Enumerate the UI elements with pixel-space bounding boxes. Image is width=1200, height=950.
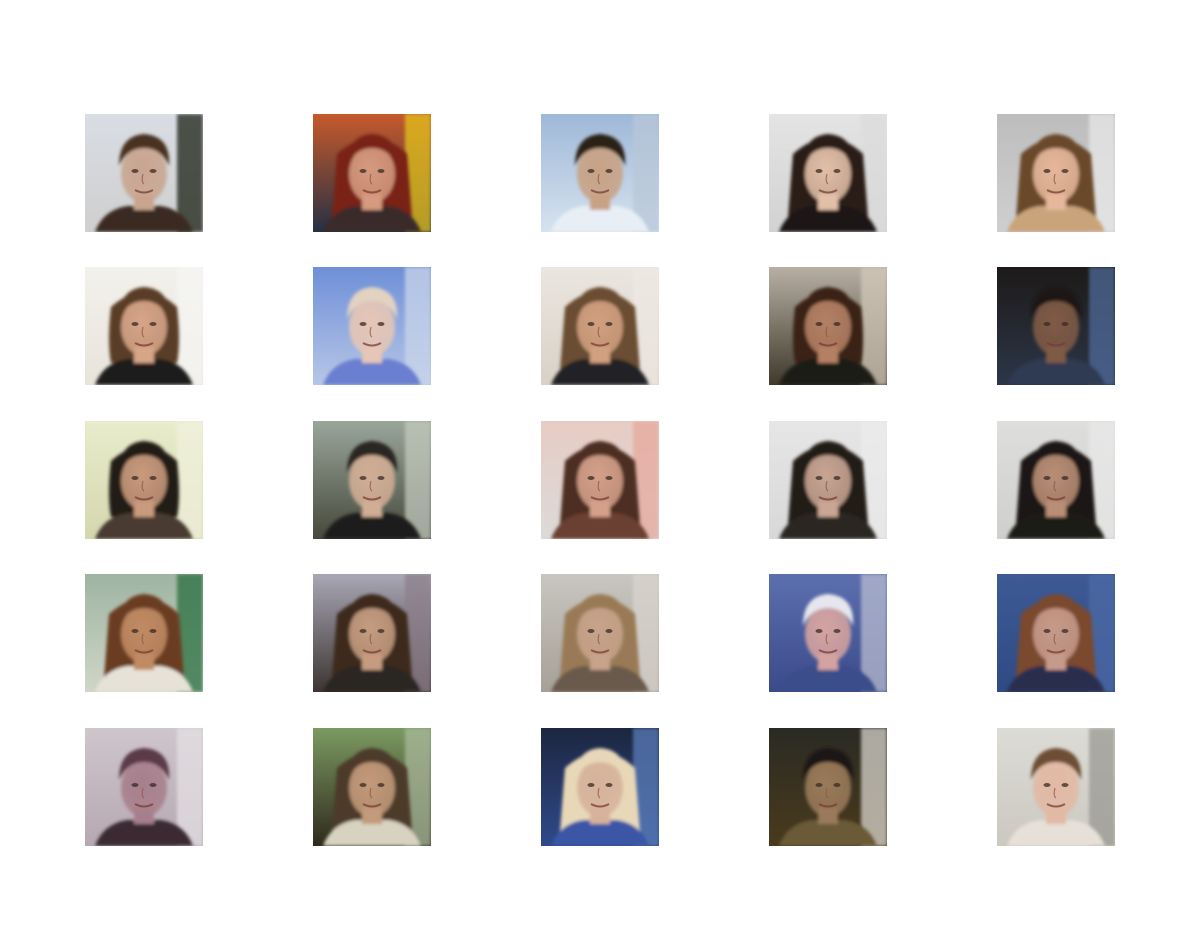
face-image-r3-c5 [997,421,1115,539]
face-image-r5-c1 [85,728,203,846]
face-image-r4-c1 [85,574,203,692]
face-image-r1-c3 [541,114,659,232]
face-image-r1-c5 [997,114,1115,232]
face-image-r5-c3 [541,728,659,846]
face-image-r3-c1 [85,421,203,539]
face-image-r2-c1 [85,267,203,385]
face-image-r2-c3 [541,267,659,385]
face-image-r1-c2 [313,114,431,232]
face-image-r4-c3 [541,574,659,692]
face-image-r4-c5 [997,574,1115,692]
face-image-r2-c2 [313,267,431,385]
face-image-r4-c2 [313,574,431,692]
face-image-r3-c3 [541,421,659,539]
face-image-r2-c5 [997,267,1115,385]
face-image-r5-c5 [997,728,1115,846]
face-image-r2-c4 [769,267,887,385]
face-image-r4-c4 [769,574,887,692]
face-image-r3-c2 [313,421,431,539]
face-image-r1-c4 [769,114,887,232]
face-image-r3-c4 [769,421,887,539]
face-image-r5-c2 [313,728,431,846]
face-image-r1-c1 [85,114,203,232]
face-image-r5-c4 [769,728,887,846]
